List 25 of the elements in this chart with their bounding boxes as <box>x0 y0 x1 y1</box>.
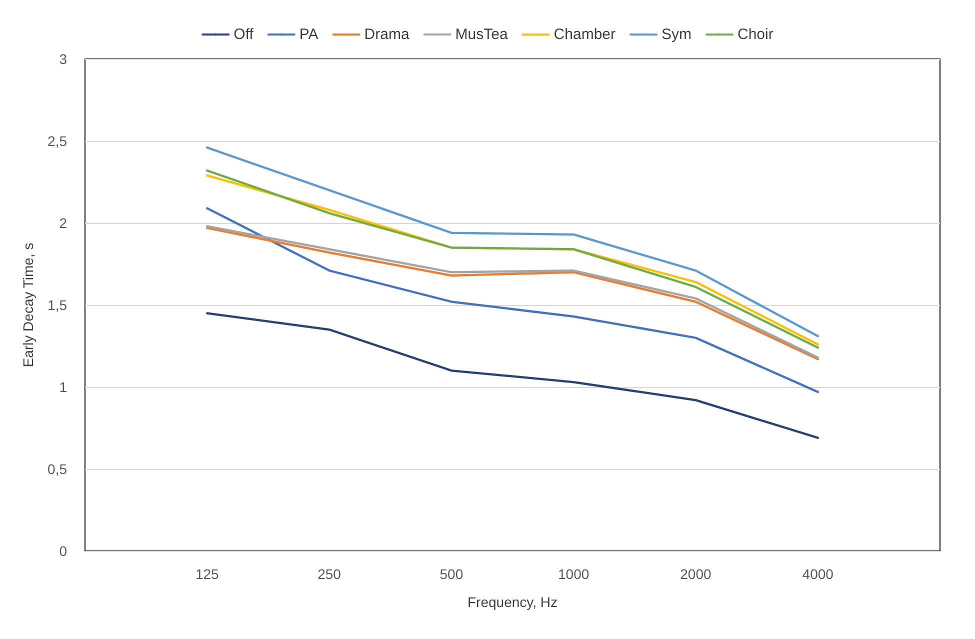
x-tick-label: 2000 <box>680 566 712 582</box>
x-tick-label: 125 <box>195 566 220 582</box>
x-tick-label: 4000 <box>802 566 834 582</box>
y-tick-label: 1 <box>59 379 68 395</box>
line-series <box>206 207 819 394</box>
y-tick-label: 2 <box>59 215 68 231</box>
x-tick-label: 1000 <box>558 566 590 582</box>
legend-label: Off <box>234 26 254 43</box>
x-tick-label: 500 <box>440 566 464 582</box>
y-tick-label: 3 <box>59 51 68 67</box>
y-tick-label: 0 <box>59 543 68 559</box>
y-tick-label: 1,5 <box>48 297 68 313</box>
y-axis-title: Early Decay Time, s <box>20 242 36 368</box>
legend-label: Chamber <box>554 26 616 43</box>
line-series <box>206 312 819 439</box>
x-tick-label: 250 <box>318 566 342 582</box>
legend-label: Drama <box>364 26 410 43</box>
y-tick-label: 2,5 <box>48 133 68 149</box>
legend-label: MusTea <box>455 26 508 43</box>
legend-label: Choir <box>738 26 774 43</box>
legend-label: PA <box>299 26 318 43</box>
y-tick-label: 0,5 <box>48 461 68 477</box>
line-series <box>206 146 819 338</box>
legend-label: Sym <box>662 26 692 43</box>
x-axis-title: Frequency, Hz <box>468 594 558 610</box>
